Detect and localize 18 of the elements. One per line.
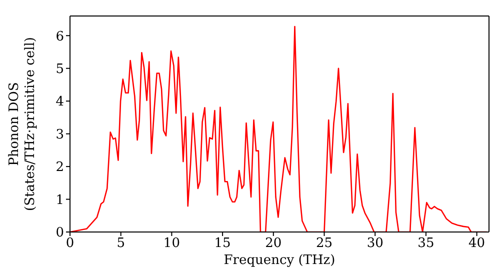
x-tick-label: 25 [316,236,333,252]
y-tick-label: 3 [56,127,64,142]
y-tick-label: 5 [56,62,64,77]
x-axis-title: Frequency (THz) [224,253,336,268]
y-tick-label: 1 [56,192,64,208]
x-tick-label: 5 [116,236,125,252]
y-tick-label: 4 [56,94,64,110]
x-tick-label: 0 [66,236,74,252]
y-tick-label: 2 [56,160,64,176]
y-tick-label: 0 [56,226,64,241]
x-tick-label: 15 [214,236,231,252]
y-axis-title: Phonon DOS (States/THz·primitive cell) [7,36,38,212]
x-tick-label: 35 [418,236,434,252]
x-tick-label: 20 [265,236,282,252]
y-tick-label: 6 [56,29,64,44]
x-tick-label: 10 [163,236,180,252]
x-tick-label: 40 [468,236,486,252]
x-tick-label: 30 [366,236,384,252]
